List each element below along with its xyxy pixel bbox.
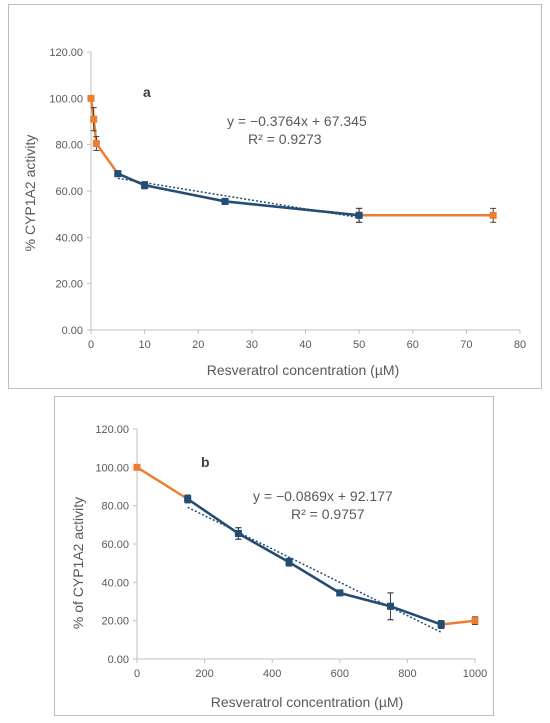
chart-panel-a: a y = −0.3764x + 67.345 R² = 0.9273 Resv… [8, 4, 542, 389]
chart-0-point-full [90, 115, 98, 123]
chart-a-equation: y = −0.3764x + 67.345 [227, 113, 367, 129]
chart-0-x-tick-label: 10 [139, 339, 151, 351]
chart-a-panel-letter: a [143, 84, 151, 100]
chart-0-point-full [87, 94, 95, 102]
chart-1-x-tick-label: 0 [134, 668, 140, 680]
chart-1-series-fitted-line [186, 497, 442, 626]
chart-1-point-fitted [336, 589, 344, 597]
chart-0-x-tick-label: 30 [246, 339, 258, 351]
chart-1-y-tick-label: 60.00 [101, 539, 129, 551]
chart-b-y-axis-title: % of CYP1A2 activity [70, 497, 86, 629]
chart-0-point-full [489, 211, 497, 219]
chart-1-y-tick-label: 40.00 [101, 577, 129, 589]
chart-1-x-tick-label: 200 [195, 668, 213, 680]
chart-0-y-tick-label: 20.00 [55, 279, 83, 291]
chart-0-x-tick-label: 50 [353, 339, 365, 351]
chart-0-x-tick-label: 40 [299, 339, 311, 351]
chart-0-x-tick-label: 70 [460, 339, 472, 351]
chart-0-point-full [92, 140, 100, 148]
chart-1-x-tick-label: 1000 [463, 668, 487, 680]
chart-a-r-squared: R² = 0.9273 [248, 131, 322, 147]
chart-0-series-fitted-line [117, 172, 360, 217]
chart-a-x-axis-title: Resveratrol concentration (µM) [207, 362, 399, 378]
chart-1-y-tick-label: 100.00 [95, 462, 129, 474]
chart-b-svg: b y = −0.0869x + 92.177 R² = 0.9757 Resv… [70, 424, 487, 710]
chart-1-point-fitted [184, 495, 192, 503]
chart-0-x-tick-label: 80 [514, 339, 526, 351]
chart-0-y-tick-label: 100.00 [49, 93, 83, 105]
chart-b-x-axis-title: Resveratrol concentration (µM) [211, 694, 403, 710]
chart-0-point-fitted [114, 170, 122, 178]
chart-0-y-tick-label: 40.00 [55, 232, 83, 244]
chart-0-point-fitted [221, 197, 229, 205]
chart-0-x-tick-label: 60 [407, 339, 419, 351]
chart-0-y-tick-label: 80.00 [55, 140, 83, 152]
chart-0-x-tick-label: 0 [88, 339, 94, 351]
chart-1-y-tick-label: 20.00 [101, 616, 129, 628]
chart-0-x-tick-label: 20 [192, 339, 204, 351]
chart-a-svg: a y = −0.3764x + 67.345 R² = 0.9273 Resv… [22, 47, 526, 378]
chart-a-y-axis-title: % CYP1A2 activity [22, 135, 38, 252]
chart-1-point-fitted [387, 602, 394, 610]
chart-1-x-tick-label: 600 [331, 668, 349, 680]
chart-1-point-fitted [285, 558, 293, 566]
chart-b-r-squared: R² = 0.9757 [291, 506, 365, 522]
chart-0-point-fitted [355, 211, 363, 219]
chart-0-trendline [117, 177, 360, 219]
chart-1-point-full [471, 617, 479, 625]
chart-1-point-full [133, 463, 141, 471]
chart-1-x-tick-label: 400 [263, 668, 281, 680]
chart-1-trendline [187, 506, 442, 633]
chart-0-point-fitted [141, 181, 149, 189]
chart-b-panel-letter: b [201, 454, 210, 470]
chart-1-point-fitted [437, 621, 445, 628]
chart-1-y-tick-label: 80.00 [101, 501, 129, 513]
chart-panel-b: b y = −0.0869x + 92.177 R² = 0.9757 Resv… [54, 396, 494, 716]
chart-1-y-tick-label: 120.00 [95, 424, 129, 436]
chart-1-x-tick-label: 800 [398, 668, 416, 680]
chart-b-equation: y = −0.0869x + 92.177 [253, 488, 393, 504]
chart-0-y-tick-label: 120.00 [49, 47, 83, 59]
chart-0-y-tick-label: 60.00 [55, 186, 83, 198]
chart-1-point-fitted [234, 529, 242, 537]
chart-0-y-tick-label: 0.00 [62, 325, 83, 337]
chart-1-y-tick-label: 0.00 [108, 654, 129, 666]
